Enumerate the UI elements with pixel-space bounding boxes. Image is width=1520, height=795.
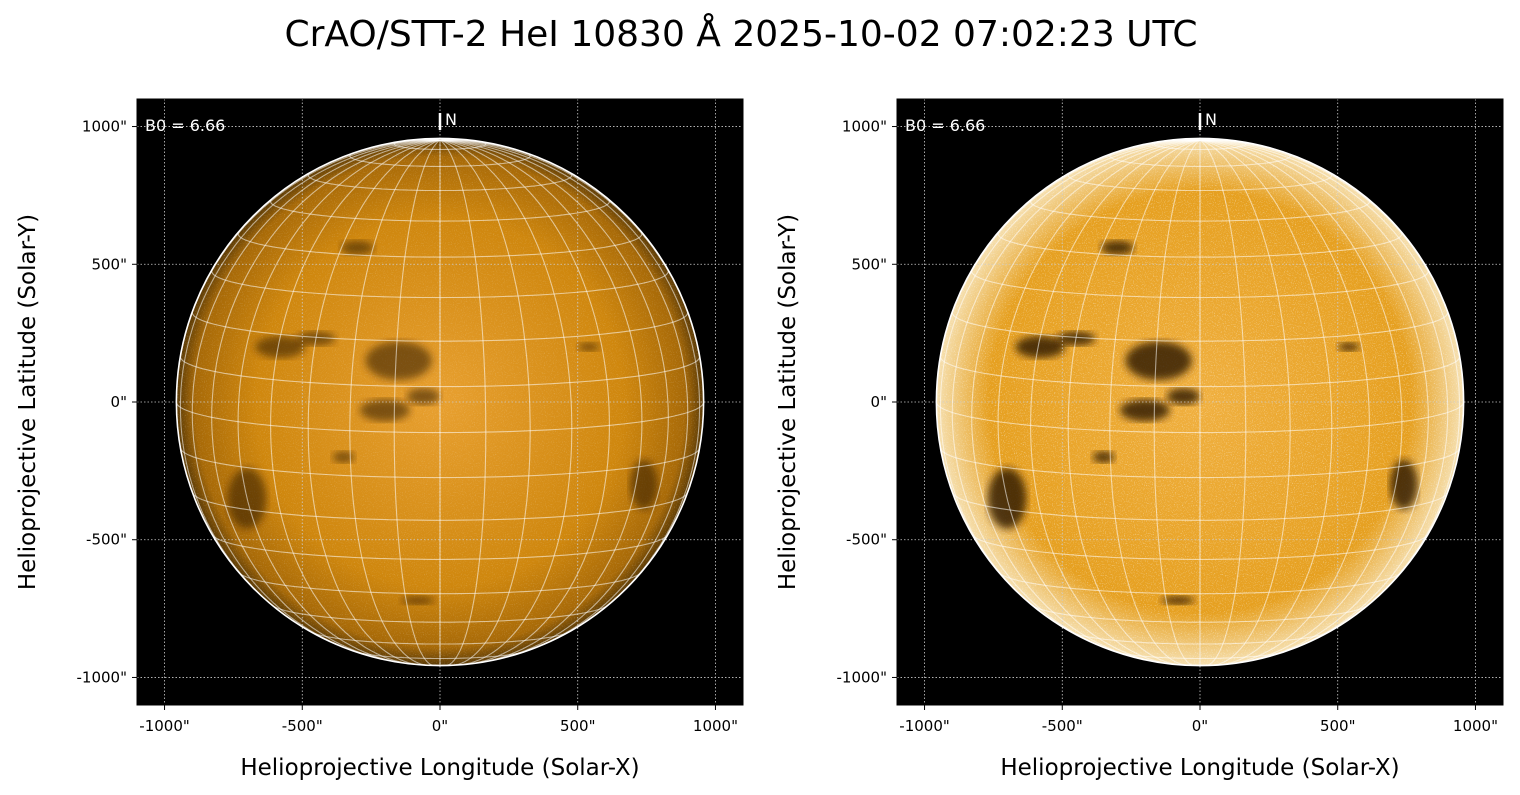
y-axis-label: Helioprojective Latitude (Solar-Y) (775, 214, 801, 590)
heliographic-grid-line (1030, 139, 1201, 665)
y-tick-label: 0" (871, 393, 887, 411)
heliographic-grid-line (439, 139, 531, 666)
heliographic-grid-line (939, 139, 1201, 623)
heliographic-grid-line (237, 139, 441, 663)
filament-dark-region (332, 451, 355, 463)
heliographic-grid-line (179, 139, 441, 623)
filament-dark-region (406, 388, 440, 405)
filament-dark-region (1161, 596, 1195, 605)
filament-dark-region (340, 240, 374, 255)
filament-dark-region (1125, 341, 1192, 380)
heliographic-grid-line (1067, 139, 1201, 666)
heliographic-grid-line (1199, 139, 1403, 663)
y-tick-label: -500" (86, 531, 127, 549)
heliographic-grid-line (270, 139, 441, 665)
figure-title: CrAO/STT-2 HeI 10830 Å 2025-10-02 07:02:… (284, 14, 1198, 55)
panel-right: N B0 = 6.66 -1000" -500" 0" 500" 1000" -1000" -5… (775, 98, 1504, 781)
heliographic-grid-line (439, 139, 669, 661)
x-axis-label: Helioprojective Longitude (Solar-X) (1000, 755, 1399, 781)
panel-left: N B0 = 6.66 -1000" -500" 0" 500" 1000" -1000" -5… (15, 98, 744, 781)
filament-dark-region (1390, 459, 1418, 510)
x-tick-label: 500" (560, 717, 596, 735)
filament-dark-region (1015, 335, 1066, 358)
heliographic-grid-line (1199, 139, 1370, 665)
heliographic-grid-line (951, 139, 1201, 653)
filament-dark-region (255, 335, 306, 358)
heliographic-grid-line (439, 139, 689, 653)
filament-dark-region (1092, 451, 1115, 463)
y-tick-label: -500" (846, 531, 887, 549)
north-label: N (1205, 110, 1217, 129)
heliographic-grid-line (307, 139, 441, 666)
heliographic-grid-line (1199, 139, 1429, 661)
filament-dark-region (401, 596, 435, 605)
filament-dark-region (1337, 342, 1360, 352)
filament-dark-region (577, 342, 600, 352)
heliographic-grid-line (393, 139, 441, 667)
filament-dark-region (1120, 399, 1170, 422)
heliographic-grid-line (1199, 139, 1333, 666)
y-tick-label: 0" (111, 393, 127, 411)
heliographic-grid-line (439, 139, 573, 666)
y-axis-label: Helioprojective Latitude (Solar-Y) (15, 214, 41, 590)
filament-dark-region (630, 459, 658, 510)
heliographic-grid-line (1153, 139, 1201, 667)
heliographic-grid-line (1109, 139, 1201, 666)
heliographic-grid-line (191, 139, 441, 653)
heliographic-grid-line (1199, 139, 1291, 666)
x-tick-label: -1000" (899, 717, 950, 735)
heliographic-grid-line (211, 139, 441, 661)
heliographic-grid-line (1199, 139, 1449, 653)
b0-annotation: B0 = 6.66 (145, 116, 225, 135)
solar-limb (175, 137, 705, 667)
heliographic-grid-line (439, 139, 610, 665)
heliographic-grid-line (439, 139, 701, 623)
x-tick-label: -500" (1042, 717, 1083, 735)
x-tick-label: 1000" (693, 717, 738, 735)
x-tick-label: -500" (282, 717, 323, 735)
heliographic-grid-line (997, 139, 1201, 663)
north-label: N (445, 110, 457, 129)
filament-dark-region (360, 399, 410, 422)
y-tick-label: 500" (851, 255, 887, 273)
x-tick-label: 0" (432, 717, 448, 735)
filament-dark-region (365, 341, 432, 380)
y-tick-label: -1000" (77, 668, 128, 686)
solar-limb (935, 137, 1465, 667)
heliographic-grid-line (1199, 139, 1247, 667)
heliographic-grid-line (1199, 139, 1461, 623)
x-tick-label: 1000" (1453, 717, 1498, 735)
heliographic-grid-line (439, 139, 487, 667)
x-tick-label: 500" (1320, 717, 1356, 735)
x-axis-label: Helioprojective Longitude (Solar-X) (240, 755, 639, 781)
x-tick-label: 0" (1192, 717, 1208, 735)
heliographic-grid-line (971, 139, 1201, 661)
x-tick-label: -1000" (139, 717, 190, 735)
filament-dark-region (1100, 240, 1134, 255)
heliographic-grid-line (439, 139, 643, 663)
y-tick-label: 1000" (842, 118, 887, 136)
b0-annotation: B0 = 6.66 (905, 116, 985, 135)
y-tick-label: 500" (91, 255, 127, 273)
y-tick-label: 1000" (82, 118, 127, 136)
y-tick-label: -1000" (837, 668, 888, 686)
filament-dark-region (1166, 388, 1201, 405)
heliographic-grid-line (349, 139, 441, 666)
